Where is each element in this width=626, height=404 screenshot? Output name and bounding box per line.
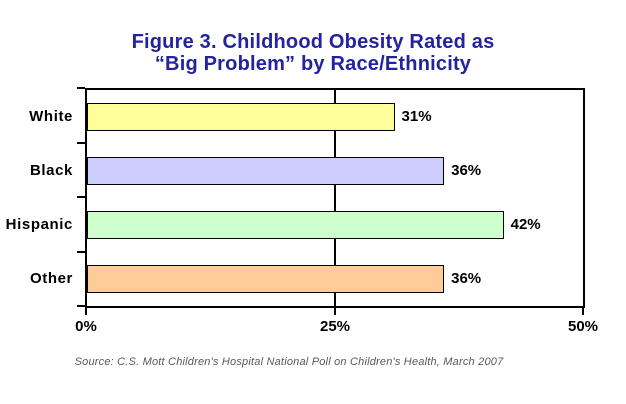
value-label-hispanic: 42% — [510, 216, 541, 233]
bar-black — [87, 157, 445, 185]
y-tick-mark — [77, 87, 85, 89]
value-label-other: 36% — [451, 270, 482, 287]
x-tick-mark-0 — [85, 308, 87, 315]
x-tick-label-25: 25% — [319, 318, 351, 335]
y-tick-mark — [77, 251, 85, 253]
value-label-white: 31% — [401, 108, 432, 125]
category-label-white: White — [29, 108, 73, 125]
category-label-other: Other — [29, 270, 73, 287]
chart-title-line2: “Big Problem” by Race/Ethnicity — [154, 53, 472, 75]
source-note: Source: C.S. Mott Children's Hospital Na… — [74, 356, 504, 368]
bar-white — [87, 103, 395, 131]
category-label-black: Black — [29, 162, 73, 179]
x-tick-mark-25 — [334, 308, 336, 315]
gridline-25pct — [334, 90, 336, 306]
y-tick-mark — [77, 196, 85, 198]
x-tick-mark-50 — [582, 308, 584, 315]
value-label-black: 36% — [451, 162, 482, 179]
plot-area: 31% 36% 42% 36% — [85, 88, 585, 308]
bar-other — [87, 265, 445, 293]
x-axis: 0% 25% 50% — [75, 308, 598, 348]
chart-title: Figure 3. Childhood Obesity Rated as “Bi… — [0, 31, 626, 75]
chart-title-line1: Figure 3. Childhood Obesity Rated as — [131, 31, 495, 53]
x-tick-label-0: 0% — [75, 318, 97, 335]
category-label-hispanic: Hispanic — [5, 216, 73, 233]
x-tick-label-50: 50% — [567, 318, 599, 335]
y-tick-mark — [77, 305, 85, 307]
y-tick-mark — [77, 142, 85, 144]
bar-hispanic — [87, 211, 504, 239]
category-axis: White Black Hispanic Other — [0, 90, 79, 306]
